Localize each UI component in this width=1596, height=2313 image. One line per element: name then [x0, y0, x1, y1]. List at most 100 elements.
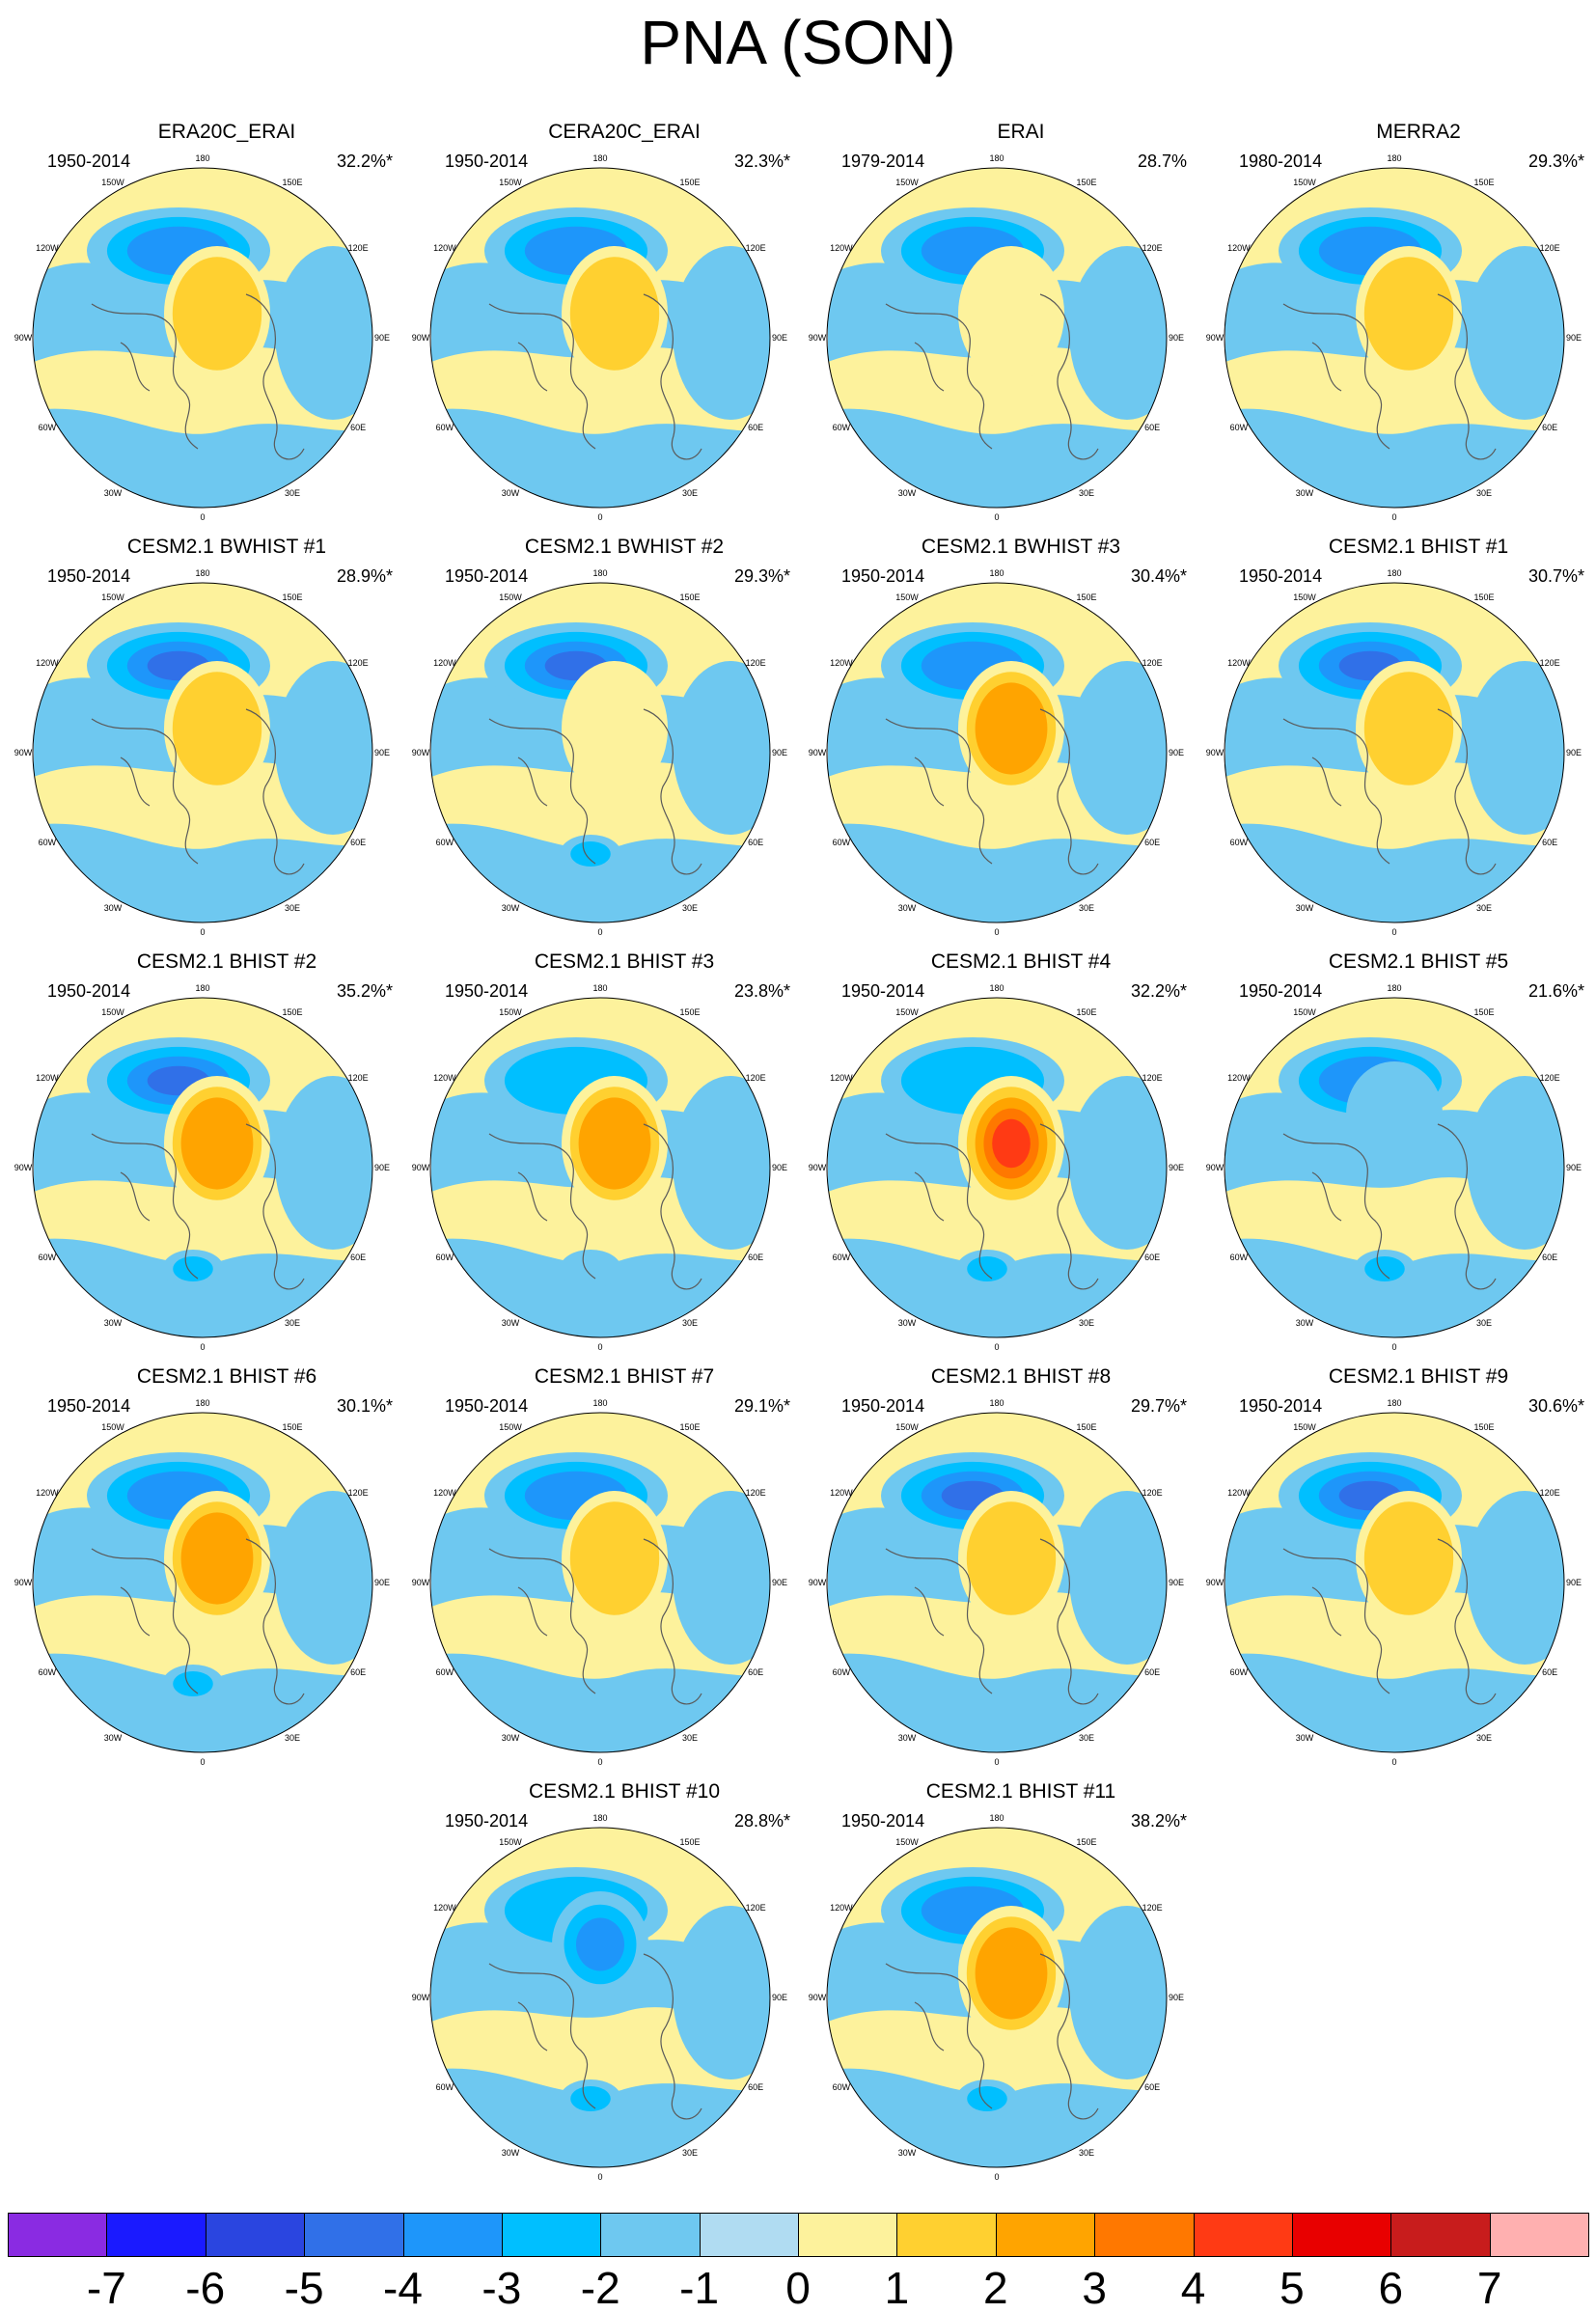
longitude-label: 180	[592, 568, 607, 578]
longitude-label: 120W	[1227, 1488, 1251, 1498]
longitude-label: 180	[989, 1398, 1004, 1408]
negative-band	[1069, 1906, 1167, 2079]
colorbar-segment	[1489, 2213, 1589, 2257]
colorbar-segment	[600, 2213, 701, 2257]
panel-variance: 30.6%*	[1527, 1396, 1584, 1416]
coastline	[885, 1123, 1099, 1290]
atlantic-contour	[967, 1256, 1007, 1281]
longitude-label: 30E	[1476, 1733, 1492, 1743]
longitude-label: 180	[195, 1398, 209, 1408]
arctic-center-contour	[562, 661, 668, 796]
panel-title: CESM2.1 BHIST #11	[925, 1780, 1116, 1803]
negative-band	[1069, 661, 1167, 835]
longitude-label: 60E	[350, 1667, 366, 1677]
panel-title: ERAI	[997, 121, 1045, 143]
panel-period: 1950-2014	[47, 981, 131, 1001]
longitude-label: 180	[1387, 153, 1401, 163]
panel-period: 1950-2014	[1239, 1396, 1323, 1416]
longitude-label: 60W	[833, 838, 851, 847]
longitude-label: 120W	[830, 1903, 853, 1913]
longitude-label: 90E	[772, 1578, 787, 1587]
colorbar-tick-label: -1	[679, 2263, 720, 2313]
longitude-label: 90E	[772, 748, 787, 757]
colorbar-tick-label: 1	[884, 2263, 910, 2313]
longitude-label: 0	[200, 1757, 205, 1767]
colorbar-segment	[798, 2213, 898, 2257]
map-panel: CESM2.1 BHIST #4 1950-2014 32.2%* 180 150E 12…	[809, 950, 1214, 1352]
longitude-label: 60W	[39, 1667, 57, 1677]
longitude-label: 120W	[36, 658, 59, 668]
longitude-label: 60E	[1144, 1253, 1160, 1262]
map-panel: CESM2.1 BHIST #7 1950-2014 29.1%* 180 150E 12…	[412, 1365, 817, 1767]
arctic-center-contour	[569, 257, 660, 371]
longitude-label: 150W	[499, 178, 522, 187]
longitude-label: 180	[592, 1398, 607, 1408]
coastline	[885, 293, 1099, 460]
atlantic-contour	[967, 2086, 1007, 2111]
longitude-label: 90E	[1169, 748, 1184, 757]
longitude-label: 30E	[1079, 488, 1094, 498]
polar-map: 180 150E 120E 90E 60E 30E 0 30W 60W 90W 120W 150W	[809, 1398, 1184, 1767]
negative-band	[673, 1906, 770, 2079]
longitude-label: 120W	[1227, 1073, 1251, 1083]
negative-band	[1467, 246, 1564, 420]
longitude-label: 60E	[748, 838, 763, 847]
longitude-label: 60E	[1144, 1667, 1160, 1677]
longitude-label: 30W	[1296, 1318, 1314, 1328]
atlantic-contour	[1364, 1256, 1405, 1281]
panel-title: CESM2.1 BHIST #7	[534, 1365, 715, 1388]
longitude-label: 90W	[14, 333, 33, 343]
panel-period: 1950-2014	[47, 151, 131, 171]
longitude-label: 60W	[1230, 838, 1249, 847]
arctic-center-contour	[975, 1927, 1048, 2020]
coastline	[488, 1123, 702, 1290]
longitude-label: 150W	[1293, 1422, 1316, 1432]
longitude-label: 150E	[1473, 592, 1494, 602]
atlantic-contour	[173, 1671, 213, 1696]
longitude-label: 90E	[374, 1163, 390, 1172]
longitude-label: 60E	[350, 423, 366, 432]
colorbar-tick-label: -3	[482, 2263, 522, 2313]
longitude-label: 60E	[1542, 423, 1557, 432]
longitude-label: 60E	[1144, 423, 1160, 432]
longitude-label: 90W	[412, 748, 430, 757]
arctic-center-contour	[1363, 672, 1454, 785]
longitude-label: 60W	[436, 2082, 454, 2092]
longitude-label: 30W	[1296, 488, 1314, 498]
longitude-label: 30E	[682, 903, 698, 913]
longitude-label: 30W	[502, 1733, 520, 1743]
longitude-label: 60W	[436, 423, 454, 432]
polar-map: 180 150E 120E 90E 60E 30E 0 30W 60W 90W 120W 150W	[14, 568, 390, 937]
map-panel: CESM2.1 BHIST #8 1950-2014 29.7%* 180 150E 12…	[809, 1365, 1214, 1767]
longitude-label: 120E	[1142, 1488, 1163, 1498]
longitude-label: 150E	[679, 1007, 700, 1017]
map-panel: ERAI 1979-2014 28.7% 180 150E 120E 90E 60E 30E 0 3…	[809, 121, 1214, 522]
map-panel: ERA20C_ERAI 1950-2014 32.2%* 180 150E 120E 90E…	[14, 121, 420, 522]
panel-period: 1950-2014	[841, 1396, 925, 1416]
colorbar-tick-label: -4	[383, 2263, 423, 2313]
coastline	[488, 1953, 702, 2120]
longitude-label: 30W	[898, 488, 917, 498]
panel-title: CESM2.1 BWHIST #3	[921, 536, 1121, 558]
longitude-label: 90E	[374, 1578, 390, 1587]
panel-variance: 32.3%*	[733, 151, 790, 171]
longitude-label: 0	[1391, 1342, 1396, 1352]
map-panel: CESM2.1 BHIST #9 1950-2014 30.6%* 180 150E 12…	[1206, 1365, 1596, 1767]
map-outline	[32, 997, 373, 1338]
longitude-label: 90E	[1169, 1163, 1184, 1172]
longitude-label: 150W	[101, 178, 124, 187]
figure-title: PNA (SON)	[640, 8, 956, 77]
map-outline	[429, 1412, 771, 1753]
negative-band	[673, 661, 770, 835]
longitude-label: 30E	[285, 488, 300, 498]
longitude-label: 90W	[809, 333, 827, 343]
panel-title: CESM2.1 BHIST #5	[1328, 950, 1509, 973]
polar-map: 180 150E 120E 90E 60E 30E 0 30W 60W 90W 120W 150W	[412, 1398, 787, 1767]
negative-band	[275, 1491, 372, 1665]
panel-variance: 28.8%*	[733, 1811, 790, 1831]
longitude-label: 150W	[895, 592, 919, 602]
longitude-label: 120E	[746, 243, 766, 253]
longitude-label: 150W	[895, 1422, 919, 1432]
longitude-label: 150E	[679, 178, 700, 187]
polar-map: 180 150E 120E 90E 60E 30E 0 30W 60W 90W 120W 150W	[809, 568, 1184, 937]
